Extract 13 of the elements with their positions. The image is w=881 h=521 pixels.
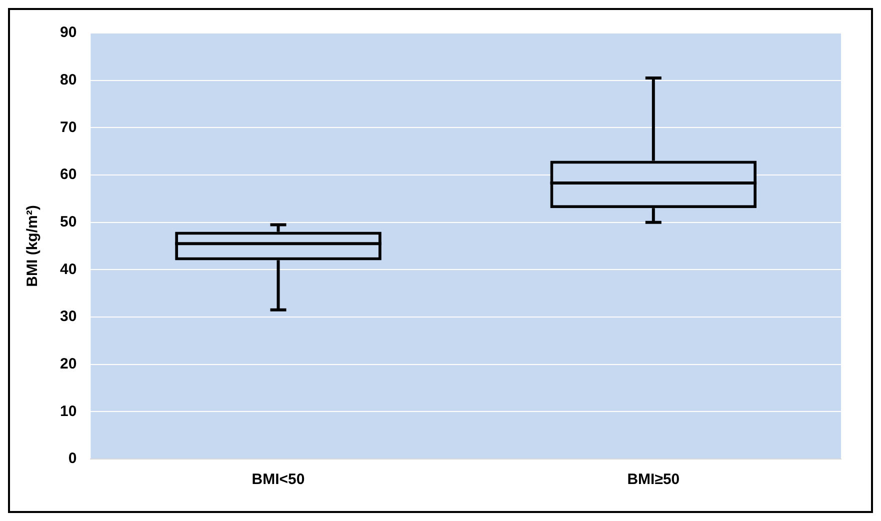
x-tick-label: BMI<50	[252, 471, 305, 488]
y-tick-label: 50	[60, 213, 77, 230]
y-tick-label: 30	[60, 308, 77, 326]
y-tick-label: 10	[60, 402, 77, 420]
y-tick-label: 0	[68, 450, 77, 468]
y-tick-label: 60	[60, 166, 77, 184]
y-tick-label: 80	[60, 71, 77, 88]
y-tick-label: 90	[60, 24, 77, 42]
y-axis-title: BMI (kg/m²)	[24, 205, 42, 287]
y-tick-label: 40	[60, 260, 77, 278]
x-tick-label: BMI≥50	[627, 471, 680, 488]
y-tick-label: 70	[60, 118, 77, 136]
y-tick-label: 20	[60, 355, 77, 372]
